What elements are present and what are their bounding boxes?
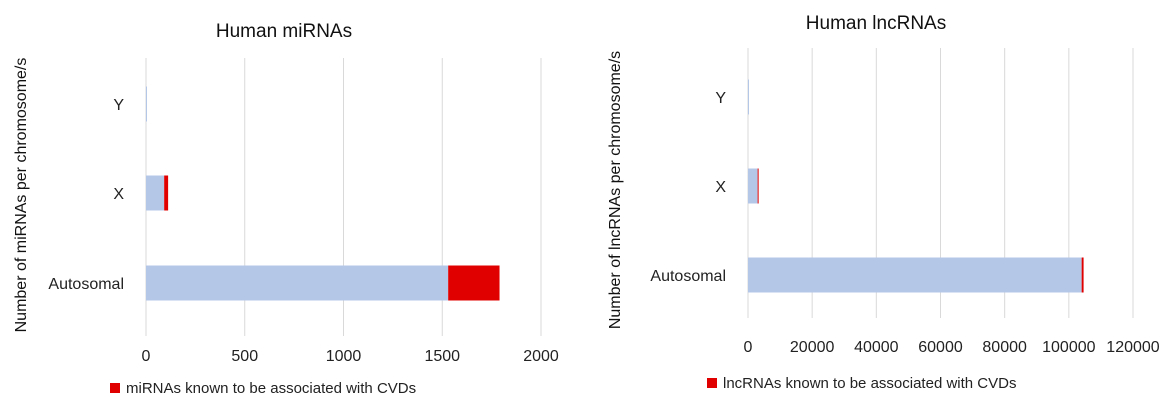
mirna-legend-swatch [110,383,120,393]
lncrna-chart-svg: Human lncRNAs Number of lncRNAs per chrom… [607,13,1160,392]
lncrna-category-label: X [715,179,726,196]
mirna-legend-label: miRNAs known to be associated with CVDs [126,380,416,394]
mirna-x-tick-label: 0 [142,348,151,365]
lncrna-y-axis-label: Number of lncRNAs per chromosome/s [607,51,624,329]
lncrna-bar-x-series1 [748,168,758,204]
mirna-category-label: X [113,186,124,203]
lncrna-x-tick-label: 0 [744,339,753,356]
mirna-bar-autosomal-series2 [448,265,500,301]
lncrna-bar-autosomal-series2 [1081,257,1084,293]
mirna-bar-y-series1 [146,86,147,122]
lncrna-legend-swatch [707,378,717,388]
mirna-chart-svg: Human miRNAs Number of miRNAs per chromos… [13,21,559,394]
mirna-bar-x-series1 [146,175,165,211]
lncrna-chart: Human lncRNAs Number of lncRNAs per chrom… [590,0,1164,394]
mirna-bar-autosomal-series1 [146,265,449,301]
mirna-title: Human miRNAs [216,21,352,42]
mirna-chart: Human miRNAs Number of miRNAs per chromos… [0,0,580,394]
mirna-x-tick-label: 1500 [424,348,460,365]
lncrna-x-tick-label: 120000 [1106,339,1159,356]
mirna-category-label: Y [113,97,124,114]
mirna-x-tick-label: 2000 [523,348,559,365]
lncrna-title: Human lncRNAs [806,13,946,34]
lncrna-x-tick-label: 80000 [982,339,1027,356]
mirna-category-label: Autosomal [48,276,124,293]
mirna-x-tick-label: 1000 [326,348,362,365]
mirna-bar-x-series2 [164,175,169,211]
lncrna-x-tick-label: 40000 [854,339,899,356]
mirna-y-axis-label: Number of miRNAs per chromosome/s [13,58,30,333]
lncrna-x-tick-label: 100000 [1042,339,1095,356]
lncrna-bar-autosomal-series1 [748,257,1082,293]
lncrna-bar-x-series2 [757,168,759,204]
lncrna-x-tick-label: 60000 [918,339,963,356]
mirna-x-tick-label: 500 [231,348,258,365]
lncrna-category-label: Y [715,90,726,107]
lncrna-legend-label: lncRNAs known to be associated with CVDs [723,375,1016,392]
lncrna-category-label: Autosomal [650,268,726,285]
lncrna-x-tick-label: 20000 [790,339,835,356]
lncrna-bar-y-series1 [748,79,749,115]
